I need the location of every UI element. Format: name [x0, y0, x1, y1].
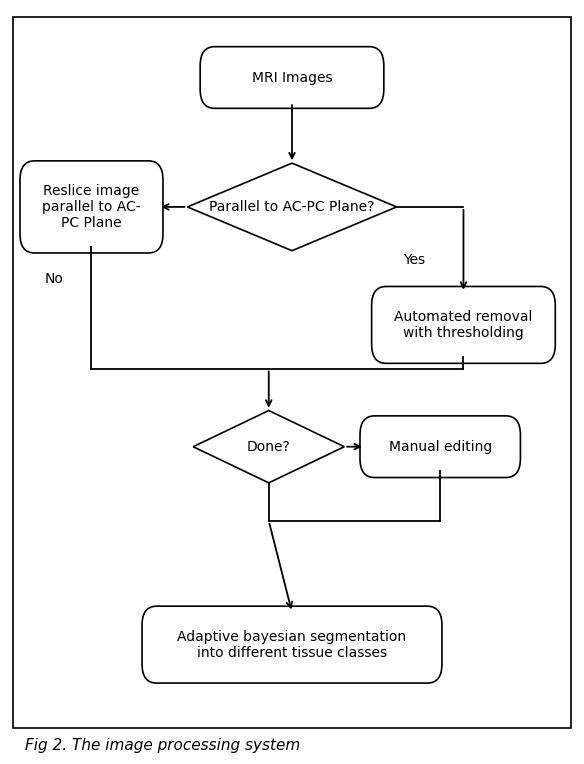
Polygon shape: [187, 163, 397, 251]
Text: No: No: [44, 272, 63, 286]
FancyBboxPatch shape: [20, 161, 163, 253]
Text: Reslice image
parallel to AC-
PC Plane: Reslice image parallel to AC- PC Plane: [42, 183, 141, 230]
FancyBboxPatch shape: [371, 286, 555, 364]
Text: Automated removal
with thresholding: Automated removal with thresholding: [394, 310, 533, 340]
Text: MRI Images: MRI Images: [252, 70, 332, 85]
FancyBboxPatch shape: [142, 606, 442, 683]
Text: Fig 2. The image processing system: Fig 2. The image processing system: [25, 738, 300, 753]
Text: Done?: Done?: [247, 440, 291, 454]
Text: Adaptive bayesian segmentation
into different tissue classes: Adaptive bayesian segmentation into diff…: [178, 630, 406, 660]
Polygon shape: [193, 410, 345, 483]
FancyBboxPatch shape: [360, 416, 520, 478]
FancyBboxPatch shape: [200, 47, 384, 108]
Text: Manual editing: Manual editing: [388, 440, 492, 454]
Text: Parallel to AC-PC Plane?: Parallel to AC-PC Plane?: [209, 200, 375, 214]
Text: Yes: Yes: [403, 253, 425, 267]
